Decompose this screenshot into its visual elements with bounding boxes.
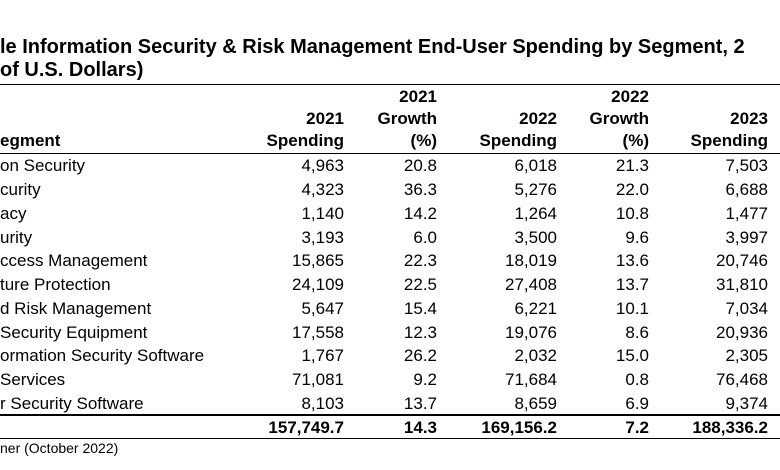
spending-2021-cell: 4,963: [301, 156, 344, 175]
spending-2023-cell: 31,810: [716, 275, 768, 294]
growth-2022-cell: 0.8: [625, 370, 649, 389]
growth-2021-cell: 9.2: [413, 370, 437, 389]
spending-2021-cell: 15,865: [292, 251, 344, 270]
header-rule: [0, 153, 780, 154]
growth-2022-cell: 22.0: [615, 180, 649, 199]
spending-2023-cell: 76,468: [716, 370, 768, 389]
spending-2023-cell: 7,034: [725, 299, 768, 318]
growth-2022-cell: 15.0: [615, 346, 649, 365]
total-2021-growth: 14.3: [403, 418, 437, 437]
spending-2022-cell: 18,019: [505, 251, 557, 270]
segment-cell: ormation Security Software: [0, 346, 205, 365]
spending-2023-cell: 20,746: [716, 251, 768, 270]
table-title: le Information Security & Risk Managemen…: [0, 36, 780, 82]
segment-cell: d Risk Management: [0, 299, 152, 318]
spending-2023-cell: 9,374: [725, 394, 768, 413]
header-2022-spending: 2022 Spending: [479, 109, 557, 150]
title-line-2: of U.S. Dollars): [0, 59, 144, 81]
spending-2021-cell: 71,081: [292, 370, 344, 389]
segment-cell: on Security: [0, 156, 86, 175]
total-2023-spending: 188,336.2: [692, 418, 768, 437]
spending-2022-cell: 3,500: [514, 228, 557, 247]
title-line-1: le Information Security & Risk Managemen…: [0, 36, 745, 58]
segment-cell: Security Equipment: [0, 323, 148, 342]
table-row: Security Equipment 17,558 12.3 19,076 8.…: [0, 321, 780, 345]
spending-2021-cell: 8,103: [301, 394, 344, 413]
table-row: on Security 4,963 20.8 6,018 21.3 7,503: [0, 154, 780, 178]
top-rule: [0, 84, 780, 85]
table-row: acy 1,140 14.2 1,264 10.8 1,477: [0, 202, 780, 226]
total-rule: [0, 414, 780, 416]
spending-2023-cell: 1,477: [725, 204, 768, 223]
growth-2021-cell: 13.7: [403, 394, 437, 413]
segment-cell: acy: [0, 204, 27, 223]
growth-2021-cell: 22.3: [403, 251, 437, 270]
spending-2022-cell: 2,032: [514, 346, 557, 365]
growth-2021-cell: 15.4: [403, 299, 437, 318]
spending-2021-cell: 17,558: [292, 323, 344, 342]
header-2023-spending: 2023 Spending: [690, 109, 768, 150]
spending-2021-cell: 24,109: [292, 275, 344, 294]
table-row: d Risk Management 5,647 15.4 6,221 10.1 …: [0, 297, 780, 321]
growth-2021-cell: 20.8: [403, 156, 437, 175]
spending-2022-cell: 8,659: [514, 394, 557, 413]
spending-2022-cell: 19,076: [505, 323, 557, 342]
spending-2023-cell: 6,688: [725, 180, 768, 199]
growth-2021-cell: 36.3: [403, 180, 437, 199]
spending-2022-cell: 6,221: [514, 299, 557, 318]
header-2021-spending: 2021 Spending: [266, 109, 344, 150]
table-row: ormation Security Software 1,767 26.2 2,…: [0, 344, 780, 368]
spending-2022-cell: 71,684: [505, 370, 557, 389]
growth-2022-cell: 13.7: [615, 275, 649, 294]
segment-cell: urity: [0, 228, 33, 247]
table-row: Services 71,081 9.2 71,684 0.8 76,468: [0, 368, 780, 392]
segment-cell: Services: [0, 370, 66, 389]
spending-2023-cell: 20,936: [716, 323, 768, 342]
growth-2021-cell: 6.0: [413, 228, 437, 247]
growth-2022-cell: 21.3: [615, 156, 649, 175]
spending-2022-cell: 1,264: [514, 204, 557, 223]
segment-cell: curity: [0, 180, 41, 199]
total-row: 157,749.7 14.3 169,156.2 7.2 188,336.2: [0, 416, 780, 440]
growth-2022-cell: 10.1: [615, 299, 649, 318]
growth-2021-cell: 12.3: [403, 323, 437, 342]
table-row: ture Protection 24,109 22.5 27,408 13.7 …: [0, 273, 780, 297]
total-2021-spending: 157,749.7: [268, 418, 344, 437]
spending-2022-cell: 5,276: [514, 180, 557, 199]
total-2022-growth: 7.2: [625, 418, 649, 437]
segment-cell: ccess Management: [0, 251, 148, 270]
header-2021-growth: 2021 Growth (%): [377, 87, 438, 150]
spending-2023-cell: 2,305: [725, 346, 768, 365]
spending-2022-cell: 27,408: [505, 275, 557, 294]
growth-2022-cell: 6.9: [625, 394, 649, 413]
table-row: curity 4,323 36.3 5,276 22.0 6,688: [0, 178, 780, 202]
spending-2021-cell: 1,767: [301, 346, 344, 365]
spending-2021-cell: 3,193: [301, 228, 344, 247]
header-2022-growth: 2022 Growth (%): [589, 87, 650, 150]
spending-2021-cell: 1,140: [301, 204, 344, 223]
growth-2021-cell: 26.2: [403, 346, 437, 365]
total-2022-spending: 169,156.2: [481, 418, 557, 437]
growth-2022-cell: 9.6: [625, 228, 649, 247]
segment-cell: ture Protection: [0, 275, 111, 294]
source-note: ner (October 2022): [0, 440, 119, 456]
table-row: ccess Management 15,865 22.3 18,019 13.6…: [0, 249, 780, 273]
spending-2023-cell: 7,503: [725, 156, 768, 175]
bottom-rule: [0, 438, 780, 439]
table-row: urity 3,193 6.0 3,500 9.6 3,997: [0, 226, 780, 250]
header-segment: egment: [0, 131, 61, 150]
growth-2022-cell: 8.6: [625, 323, 649, 342]
spending-2022-cell: 6,018: [514, 156, 557, 175]
growth-2022-cell: 13.6: [615, 251, 649, 270]
spending-2023-cell: 3,997: [725, 228, 768, 247]
growth-2022-cell: 10.8: [615, 204, 649, 223]
spending-2021-cell: 4,323: [301, 180, 344, 199]
segment-cell: r Security Software: [0, 394, 144, 413]
spending-2021-cell: 5,647: [301, 299, 344, 318]
table-row: r Security Software 8,103 13.7 8,659 6.9…: [0, 392, 780, 416]
growth-2021-cell: 14.2: [403, 204, 437, 223]
growth-2021-cell: 22.5: [403, 275, 437, 294]
